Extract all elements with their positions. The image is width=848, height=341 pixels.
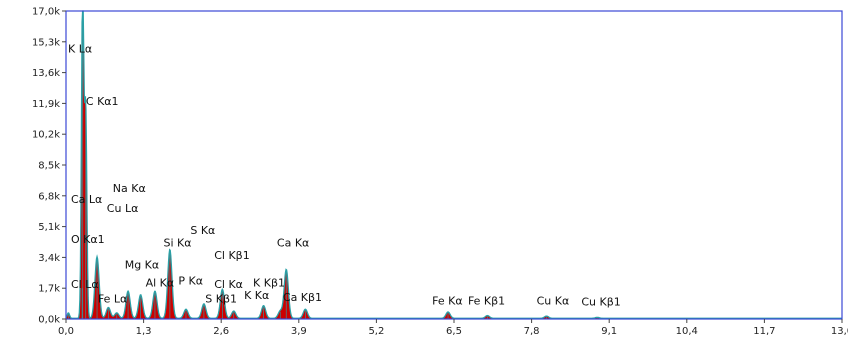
y-tick-label: 10,2k (32, 130, 60, 141)
y-tick-label: 11,9k (32, 99, 60, 110)
peak-label: Fe Kα (432, 295, 462, 308)
y-tick-label: 5,1k (38, 222, 60, 233)
x-tick-label: 6,5 (446, 326, 462, 337)
spectrum-fill (66, 11, 842, 319)
peak-label: C Kα1 (86, 95, 119, 108)
peak-label: S Kα (190, 224, 215, 237)
x-tick-label: 7,8 (524, 326, 540, 337)
peak-label: Fe Lα (98, 293, 127, 306)
peak-label: Mg Kα (125, 258, 159, 271)
peak-label: O Kα1 (71, 233, 105, 246)
x-axis-ticks: 0,0 1,3 2,6 3,9 5,2 6,5 7,8 9,1 10,4 11,7 13,0 (58, 319, 848, 337)
x-tick-label: 3,9 (291, 326, 307, 337)
peak-annotations: K Lα C Kα1 Na Kα Ca Lα Cu Lα S Kα O Kα1 Si Kα Ca… (68, 43, 621, 309)
y-tick-label: 6,8k (38, 191, 60, 202)
peak-label: Fe Kβ1 (468, 295, 505, 308)
y-axis-ticks: 0,0k 1,7k 3,4k 5,1k 6,8k 8,5k 10,2k 11,9k 13,6k 1… (32, 7, 66, 326)
spectrum-series (65, 10, 842, 319)
peak-label: Cu Kα (537, 295, 570, 308)
peak-label: Cu Lα (107, 202, 139, 215)
peak-label: Cl Kβ1 (214, 249, 249, 262)
peak-label: K Kβ1 (253, 276, 285, 289)
y-tick-label: 15,3k (32, 37, 60, 48)
peak-label: Al Kα (146, 276, 175, 289)
y-tick-label: 13,6k (32, 68, 60, 79)
y-tick-label: 17,0k (32, 7, 60, 18)
x-tick-label: 13,0 (831, 326, 848, 337)
x-tick-label: 0,0 (58, 326, 74, 337)
peak-label: Ca Lα (71, 193, 102, 206)
peak-label: K Lα (68, 43, 92, 56)
y-tick-label: 1,7k (38, 284, 60, 295)
x-tick-label: 2,6 (213, 326, 229, 337)
x-tick-label: 5,2 (368, 326, 384, 337)
spectrum-line (65, 10, 842, 319)
y-tick-label: 0,0k (38, 315, 60, 326)
peak-label: Na Kα (113, 182, 146, 195)
peak-label: Si Kα (164, 237, 192, 250)
peak-label: S Kβ1 (205, 293, 237, 306)
x-tick-label: 10,4 (676, 326, 698, 337)
peak-label: Cu Kβ1 (581, 295, 620, 308)
plot-frame (65, 10, 843, 320)
x-tick-label: 9,1 (601, 326, 617, 337)
x-tick-label: 11,7 (753, 326, 775, 337)
peak-label: Ca Kβ1 (283, 291, 322, 304)
peak-label: P Kα (178, 275, 203, 288)
peak-label: K Kα (244, 289, 269, 302)
peak-label: Cl Lα (71, 278, 99, 291)
peak-label: Cl Kα (214, 278, 243, 291)
x-tick-label: 1,3 (136, 326, 152, 337)
peak-label: Ca Kα (277, 237, 309, 250)
y-tick-label: 3,4k (38, 253, 60, 264)
y-tick-label: 8,5k (38, 161, 60, 172)
